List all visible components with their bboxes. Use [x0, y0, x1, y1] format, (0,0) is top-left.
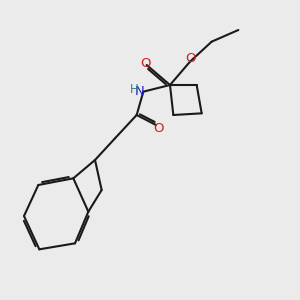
Text: N: N: [135, 85, 145, 98]
Text: O: O: [185, 52, 196, 65]
Text: H: H: [130, 83, 139, 96]
Text: O: O: [140, 57, 150, 70]
Text: O: O: [154, 122, 164, 134]
